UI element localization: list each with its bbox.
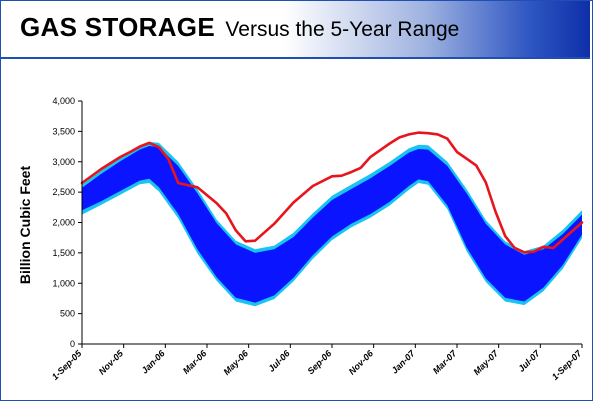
axes <box>78 100 583 348</box>
x-tick-label: May-06 <box>221 348 250 377</box>
banner-divider <box>1 57 590 59</box>
x-tick-label: Jan-06 <box>140 348 168 376</box>
y-tick-label: 2,000 <box>52 218 75 228</box>
title-light: Versus the 5-Year Range <box>225 18 460 41</box>
x-tick-label: Mar-06 <box>181 348 209 376</box>
y-tick-label: 0 <box>70 339 75 349</box>
current-storage-line <box>80 131 584 254</box>
x-tick-label: Nov-05 <box>97 348 126 377</box>
y-tick-label: 3,000 <box>52 157 75 167</box>
range-bands <box>82 141 582 307</box>
title-banner <box>1 1 590 57</box>
x-tick-label: Jul-07 <box>516 348 542 374</box>
y-tick-label: 3,500 <box>52 126 75 136</box>
five-year-range-inner-band <box>82 146 582 303</box>
y-tick-label: 1,000 <box>52 278 75 288</box>
x-tick-label: Mar-07 <box>431 348 459 376</box>
x-tick-label: 1-Sep-07 <box>550 348 584 382</box>
x-tick-labels: 1-Sep-05 Nov-05 Jan-06 Mar-06 May-06 Jul-06 Se… <box>50 348 584 382</box>
x-tick-label: Nov-06 <box>347 348 376 377</box>
y-tick-label: 2,500 <box>52 187 75 197</box>
title-bold: GAS STORAGE <box>20 12 215 42</box>
x-tick-label: 1-Sep-05 <box>50 348 84 382</box>
y-tick-labels: 0 500 1,000 1,500 2,000 2,500 3,000 3,500 4,000 <box>52 96 75 349</box>
chart-title: GAS STORAGE Versus the 5-Year Range <box>20 12 459 43</box>
y-tick-label: 1,500 <box>52 248 75 258</box>
x-tick-label: Jan-07 <box>390 348 418 376</box>
y-tick-label: 4,000 <box>52 96 75 106</box>
y-axis-label: Billion Cubic Feet <box>17 166 33 285</box>
y-tick-label: 500 <box>60 309 75 319</box>
x-tick-label: Sep-06 <box>305 348 334 377</box>
x-tick-label: Jul-06 <box>266 348 292 374</box>
current-storage-layer <box>80 131 584 254</box>
x-tick-label: May-07 <box>471 348 500 377</box>
